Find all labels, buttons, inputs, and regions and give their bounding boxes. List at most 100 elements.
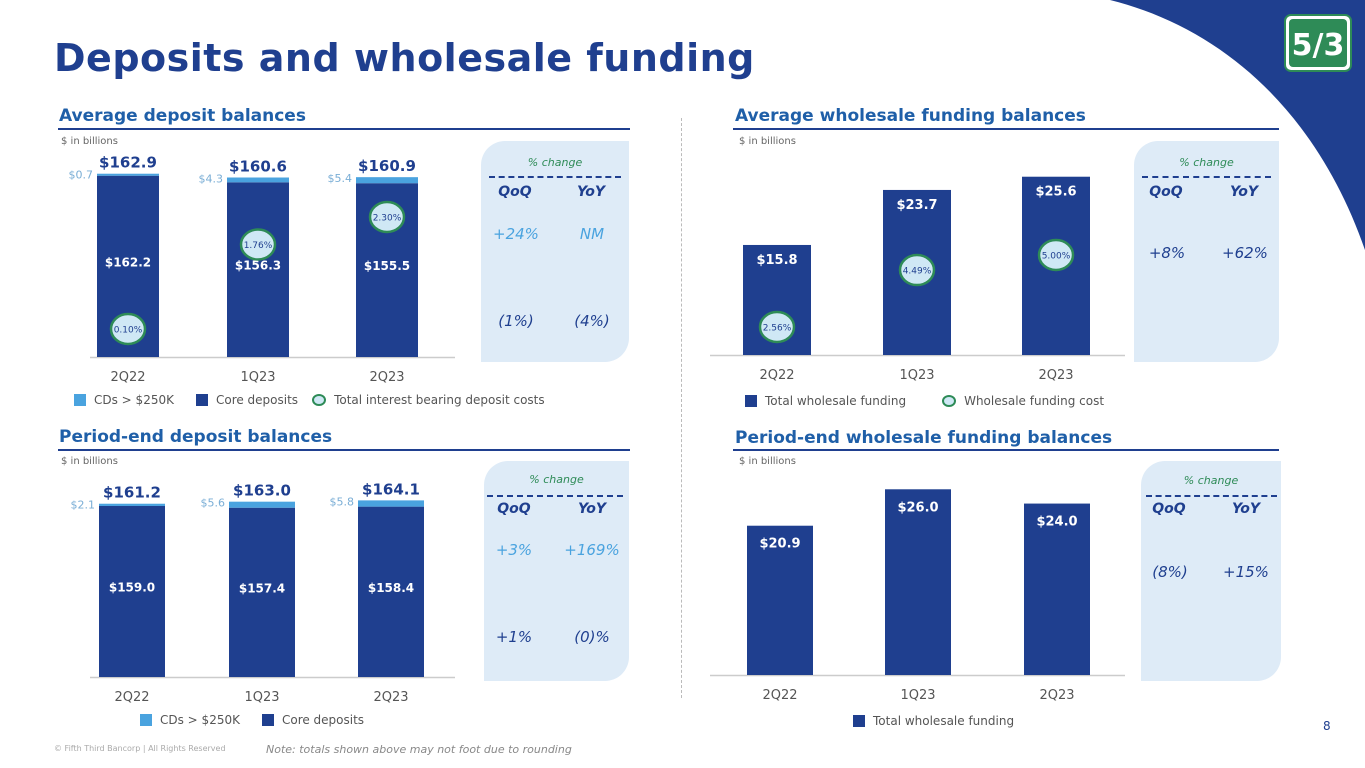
- rate-value-label: 0.10%: [114, 326, 143, 336]
- pe-deposits-rule: [58, 449, 630, 451]
- avg-wholesale-title: Average wholesale funding balances: [735, 106, 1086, 126]
- legend-swatch-cds: [74, 394, 86, 406]
- bar-cds-1Q23: [229, 501, 295, 508]
- avg-wholesale-change-panel: % change QoQ YoY +8% +62%: [1134, 141, 1279, 362]
- legend-swatch-wholesale: [745, 395, 757, 407]
- pe-wholesale-title: Period-end wholesale funding balances: [735, 428, 1113, 448]
- avg-deposits-change-panel: % change QoQ YoY +24% NM (1%) (4%): [481, 141, 629, 362]
- yoy-label: YoY: [1229, 184, 1259, 200]
- legend-core: Core deposits: [281, 713, 365, 727]
- qoq-label: QoQ: [1149, 184, 1183, 200]
- x-tick-label: 1Q23: [244, 690, 279, 705]
- legend-cds: CDs > $250K: [160, 713, 240, 727]
- total-value-label: $161.2: [103, 484, 161, 502]
- rate-marker: [239, 228, 277, 261]
- avg-wholesale-chart: $15.8 2Q22 $23.7 1Q23 $25.6 2Q23 2.56% 4.49% 5.0…: [710, 176, 1125, 383]
- avg-wholesale-legend: Total wholesale funding Wholesale fundin…: [745, 394, 1104, 408]
- pe-deposits-unit: $ in billions: [61, 456, 118, 467]
- page-title: Deposits and wholesale funding: [54, 36, 755, 80]
- legend-swatch-cds: [140, 714, 152, 726]
- avg-wholesale-rule: [733, 128, 1279, 130]
- bar-core-1Q23: [227, 182, 289, 357]
- core-yoy-change: (0)%: [574, 628, 610, 646]
- cds-value-label: $5.4: [328, 172, 353, 185]
- change-header: % change: [1183, 474, 1239, 487]
- footer-copyright: © Fifth Third Bancorp | All Rights Reser…: [54, 744, 226, 753]
- yoy-label: YoY: [576, 184, 606, 200]
- x-tick-label: 2Q23: [1039, 688, 1074, 703]
- bar-core-2Q23: [358, 506, 424, 677]
- x-tick-label: 2Q22: [114, 690, 149, 705]
- change-divider: [1142, 176, 1271, 178]
- wholesale-qoq-change: (8%): [1152, 563, 1188, 581]
- x-tick-label: 2Q23: [369, 370, 404, 385]
- legend-swatch-core: [195, 394, 208, 406]
- wholesale-qoq-change: +8%: [1148, 244, 1186, 262]
- bar-wholesale-2Q22: [747, 525, 813, 675]
- fifth-third-logo: 5/3: [1284, 14, 1352, 72]
- cds-value-label: $5.6: [201, 497, 226, 510]
- avg-deposits-title: Average deposit balances: [59, 106, 306, 126]
- bar-wholesale-2Q23: [1024, 503, 1090, 675]
- legend-swatch-wholesale: [853, 715, 865, 727]
- wholesale-yoy-change: +62%: [1222, 244, 1268, 262]
- total-value-label: $160.9: [358, 157, 416, 175]
- rate-value-label: 2.56%: [763, 324, 792, 334]
- legend-wholesale: Total wholesale funding: [765, 394, 907, 408]
- bar-value-label: $20.9: [759, 537, 800, 552]
- rate-value-label: 1.76%: [244, 241, 273, 251]
- bar-cds-2Q22: [99, 503, 165, 506]
- pe-wholesale-legend: Total wholesale funding: [853, 714, 1014, 728]
- core-value-label: $158.4: [368, 581, 414, 595]
- rate-value-label: 5.00%: [1042, 252, 1071, 262]
- bar-value-label: $15.8: [756, 253, 797, 268]
- x-tick-label: 1Q23: [240, 370, 275, 385]
- pe-deposits-legend: CDs > $250K Core deposits: [140, 713, 364, 727]
- svg-text:5/3: 5/3: [1292, 28, 1345, 63]
- x-tick-label: 2Q22: [110, 370, 145, 385]
- yoy-label: YoY: [1231, 501, 1261, 517]
- change-divider: [489, 176, 621, 178]
- bar-wholesale-1Q23: [885, 489, 951, 675]
- qoq-label: QoQ: [498, 184, 532, 200]
- cds-value-label: $0.7: [69, 169, 94, 182]
- total-value-label: $162.9: [99, 154, 157, 172]
- bar-core-1Q23: [229, 507, 295, 677]
- total-value-label: $160.6: [229, 158, 287, 176]
- cds-qoq-change: +3%: [495, 541, 533, 559]
- change-header: % change: [527, 156, 583, 169]
- core-value-label: $159.0: [109, 580, 155, 594]
- core-value-label: $155.5: [364, 259, 410, 273]
- rate-marker: [1037, 238, 1075, 272]
- x-tick-label: 2Q23: [1038, 368, 1073, 383]
- core-value-label: $157.4: [239, 581, 285, 595]
- legend-swatch-cost: [312, 394, 327, 406]
- legend-cds: CDs > $250K: [94, 393, 174, 407]
- core-qoq-change: +1%: [495, 628, 533, 646]
- legend-cost: Total interest bearing deposit costs: [334, 393, 545, 407]
- bar-value-label: $24.0: [1036, 515, 1077, 530]
- page-number: 8: [1323, 719, 1331, 733]
- wholesale-yoy-change: +15%: [1223, 563, 1269, 581]
- core-qoq-change: (1%): [498, 312, 534, 330]
- footer-note: Note: totals shown above may not foot du…: [266, 743, 572, 756]
- bar-core-2Q22: [99, 505, 165, 677]
- x-tick-label: 2Q22: [762, 688, 797, 703]
- change-header: % change: [529, 473, 584, 486]
- rate-marker: [109, 312, 147, 346]
- core-value-label: $156.3: [235, 259, 281, 273]
- total-value-label: $163.0: [233, 482, 291, 500]
- rate-marker: [368, 200, 406, 234]
- cds-value-label: $4.3: [199, 173, 224, 186]
- avg-deposits-chart: $0.7 $162.9 $162.2 2Q22 $4.3 $160.6 $156.3 1Q23…: [69, 154, 455, 385]
- cds-yoy-change: +169%: [564, 541, 620, 559]
- bar-cds-2Q23: [358, 500, 424, 507]
- legend-core: Core deposits: [215, 393, 299, 407]
- pe-wholesale-change-panel: % change QoQ YoY (8%) +15%: [1141, 461, 1281, 681]
- yoy-label: YoY: [577, 501, 607, 517]
- x-tick-label: 1Q23: [899, 368, 934, 383]
- rate-marker: [758, 310, 796, 344]
- legend-cost: Wholesale funding cost: [964, 394, 1105, 408]
- change-divider: [1146, 495, 1277, 497]
- legend-wholesale: Total wholesale funding: [873, 714, 1015, 728]
